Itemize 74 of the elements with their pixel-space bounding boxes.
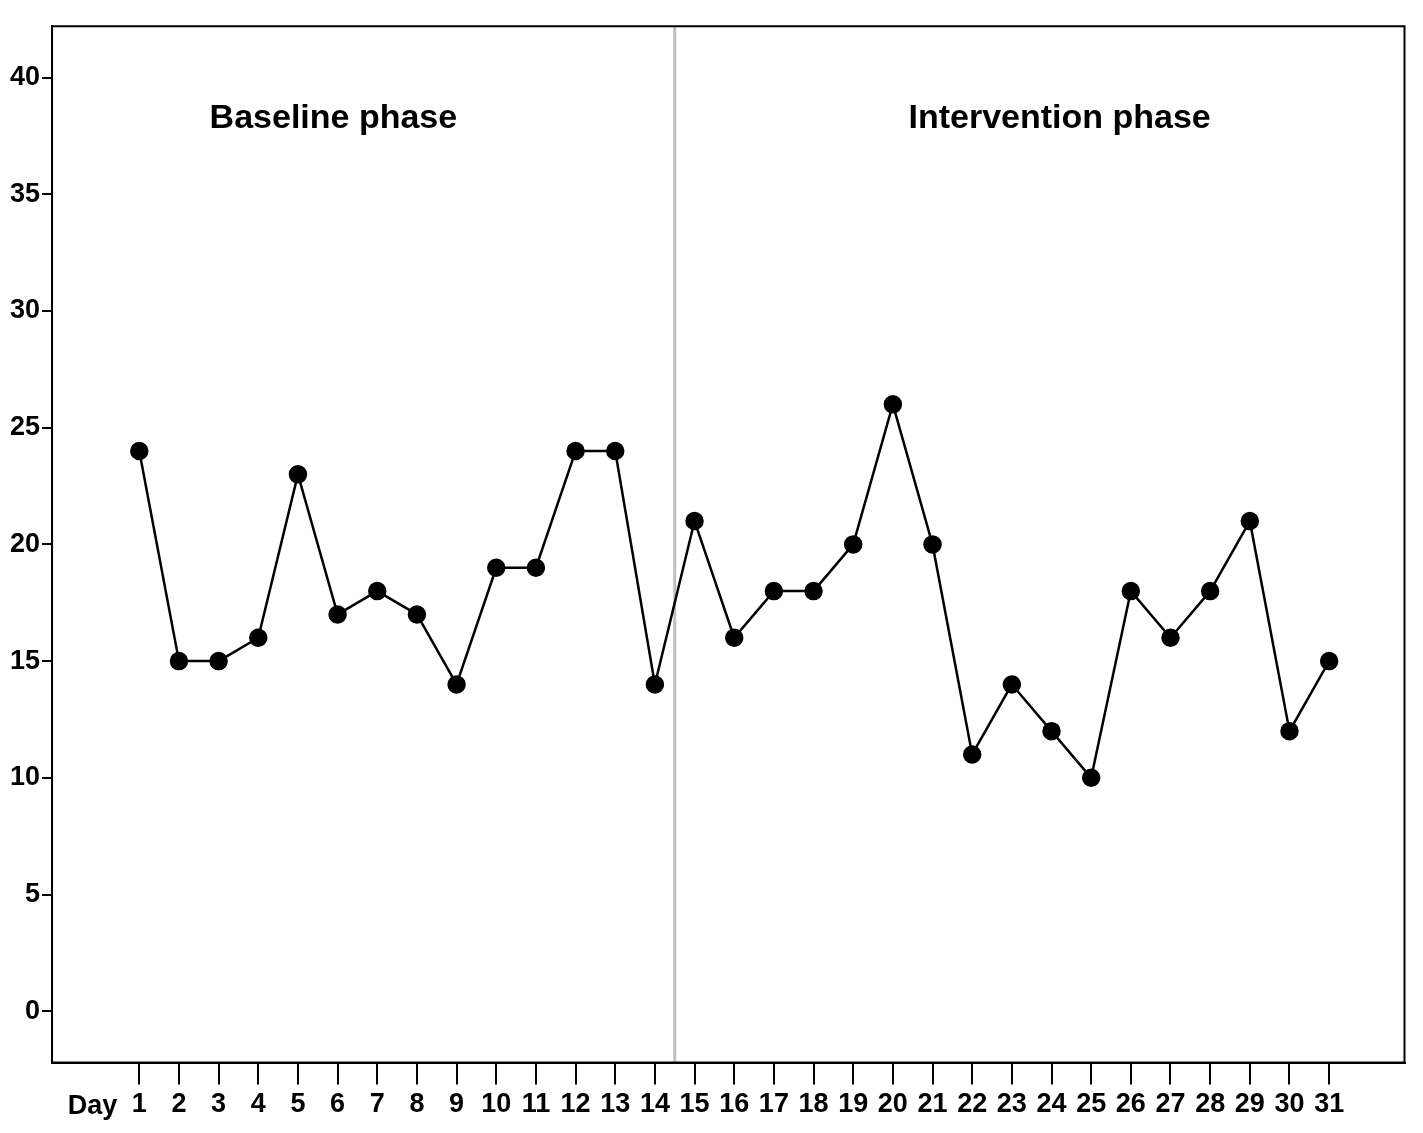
point	[169, 651, 189, 671]
point	[1121, 581, 1141, 601]
x-axis-title: Day	[67, 1090, 118, 1121]
point	[566, 441, 585, 461]
x-tick-label: 10	[481, 1088, 512, 1119]
y-tick-label: 35	[9, 177, 41, 208]
point	[288, 465, 308, 484]
y-tick-label: 0	[25, 994, 41, 1025]
x-tick-label: 28	[1195, 1088, 1226, 1119]
x-tick-label: 21	[917, 1088, 948, 1119]
point	[605, 441, 625, 461]
x-tick-label: 29	[1234, 1088, 1265, 1119]
x-tick-label: 15	[679, 1088, 710, 1119]
x-tick-label: 16	[719, 1088, 750, 1119]
x-tick-label: 3	[211, 1088, 227, 1119]
point	[407, 605, 427, 624]
point	[724, 628, 744, 648]
point	[1319, 651, 1339, 671]
x-tick-label: 14	[639, 1088, 670, 1119]
annotation: Baseline phase	[209, 96, 458, 135]
x-tick-label: 20	[877, 1088, 908, 1119]
point	[1200, 581, 1220, 601]
point	[130, 441, 149, 461]
x-tick-label: 7	[369, 1088, 385, 1119]
point	[447, 675, 466, 694]
point	[368, 581, 387, 601]
x-tick-label: 1	[131, 1088, 147, 1119]
point	[209, 651, 228, 671]
x-tick-label: 27	[1155, 1088, 1186, 1119]
x-tick-label: 13	[600, 1088, 631, 1119]
x-tick-label: 30	[1274, 1088, 1305, 1119]
annotation: Intervention phase	[908, 96, 1211, 135]
point	[1240, 511, 1260, 531]
point	[804, 581, 823, 601]
point	[487, 558, 506, 577]
point	[883, 395, 903, 414]
y-tick-label: 40	[9, 61, 41, 92]
x-tick-label: 19	[838, 1088, 869, 1119]
point	[1042, 721, 1061, 741]
point	[1002, 675, 1022, 694]
x-tick-label: 8	[409, 1088, 425, 1119]
point	[1280, 721, 1299, 741]
point	[843, 535, 863, 554]
y-tick-label: 5	[25, 877, 41, 908]
x-tick-label: 12	[560, 1088, 591, 1119]
x-tick-label: 4	[250, 1088, 266, 1119]
x-tick-label: 9	[449, 1088, 465, 1119]
y-tick-label: 15	[9, 644, 41, 675]
point	[645, 675, 665, 694]
x-tick-label: 26	[1115, 1088, 1146, 1119]
point	[764, 581, 784, 601]
y-tick-label: 30	[9, 294, 41, 325]
point	[1161, 628, 1180, 648]
x-tick-label: 5	[290, 1088, 306, 1119]
point	[962, 745, 982, 764]
x-tick-label: 2	[171, 1088, 187, 1119]
x-tick-label: 6	[330, 1088, 346, 1119]
point	[923, 535, 942, 554]
x-tick-label: 23	[996, 1088, 1027, 1119]
point	[685, 511, 704, 531]
x-tick-label: 18	[798, 1088, 829, 1119]
x-tick-label: 11	[521, 1088, 551, 1119]
x-tick-label: 25	[1076, 1088, 1107, 1119]
y-tick-label: 10	[9, 761, 41, 792]
point	[249, 628, 268, 648]
point	[328, 605, 347, 624]
x-tick-label: 31	[1314, 1088, 1345, 1119]
x-tick-label: 24	[1036, 1088, 1067, 1119]
point	[1081, 768, 1101, 788]
x-tick-label: 17	[758, 1088, 789, 1119]
y-tick-label: 20	[9, 527, 41, 558]
y-tick-label: 25	[9, 411, 41, 442]
x-tick-label: 22	[957, 1088, 988, 1119]
point	[526, 558, 546, 577]
